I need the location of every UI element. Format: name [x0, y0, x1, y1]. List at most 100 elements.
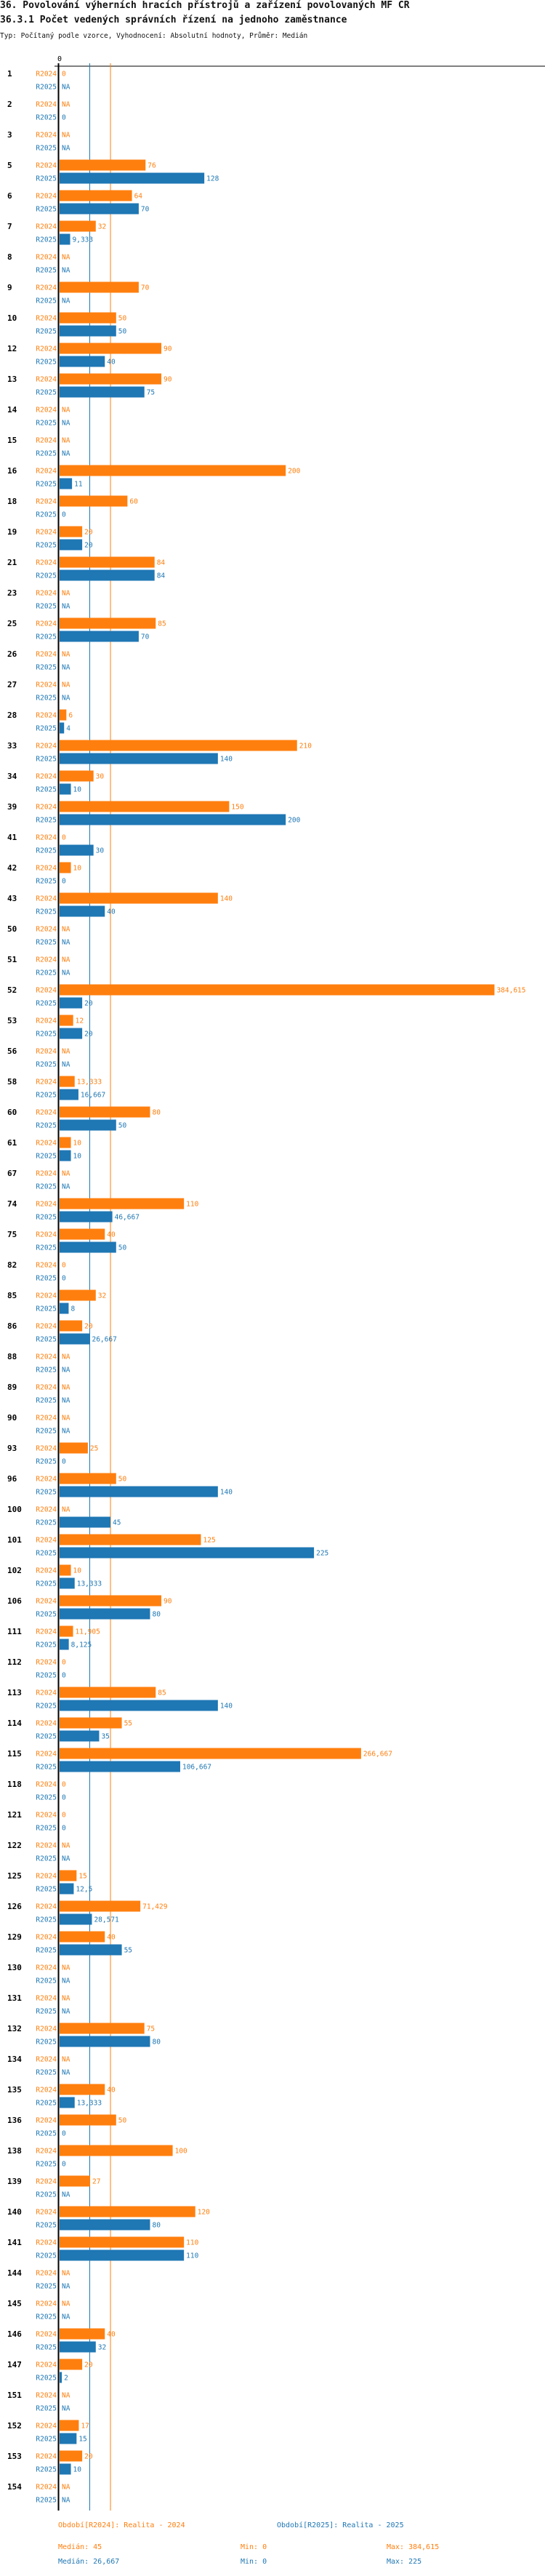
category-label: 152	[7, 2421, 22, 2431]
category-label: 114	[7, 1719, 22, 1728]
series-label-r2024: R2024	[36, 2300, 57, 2308]
bar-r2025	[60, 1883, 74, 1895]
data-label: 11,905	[76, 1628, 100, 1636]
series-label-r2024: R2024	[36, 1109, 57, 1117]
data-label: 0	[62, 1812, 66, 1820]
category-label: 130	[7, 1963, 22, 1972]
data-label: NA	[62, 1397, 70, 1405]
category-label: 88	[7, 1352, 17, 1361]
data-label: NA	[62, 2069, 70, 2077]
series-label-r2024: R2024	[36, 71, 57, 79]
data-label: 20	[84, 2453, 93, 2461]
category-label: 134	[7, 2055, 22, 2064]
data-label: NA	[62, 1506, 70, 1514]
category-label: 145	[7, 2299, 22, 2308]
data-label: 150	[231, 804, 243, 812]
bar-r2025	[60, 1119, 116, 1131]
data-label: NA	[62, 1415, 70, 1423]
bar-r2024	[60, 373, 162, 385]
category-label: 25	[7, 619, 17, 628]
series-label-r2025: R2025	[36, 206, 57, 214]
bar-r2024	[60, 281, 139, 293]
data-label: 13,333	[77, 1079, 102, 1087]
category-label: 132	[7, 2024, 22, 2033]
data-label: NA	[62, 2283, 70, 2291]
series-label-r2025: R2025	[36, 633, 57, 641]
bar-r2025	[60, 478, 73, 489]
data-label: NA	[62, 969, 70, 977]
data-label: NA	[62, 1842, 70, 1850]
category-label: 16	[7, 466, 17, 476]
series-label-r2024: R2024	[36, 1384, 57, 1392]
data-label: 15	[78, 2436, 86, 2444]
series-label-r2025: R2025	[36, 542, 57, 550]
data-label: 70	[141, 633, 150, 641]
data-label: NA	[62, 101, 70, 109]
bar-r2024	[60, 1687, 156, 1698]
bar-r2024	[60, 2236, 185, 2248]
bar-r2025	[60, 1516, 111, 1528]
series-label-r2024: R2024	[36, 2056, 57, 2064]
data-label: 200	[288, 468, 300, 476]
data-label: NA	[62, 939, 70, 947]
series-label-r2025: R2025	[36, 1550, 57, 1558]
data-label: 40	[107, 2331, 116, 2339]
data-label: NA	[62, 450, 70, 458]
category-label: 122	[7, 1841, 22, 1850]
data-label: 110	[186, 1201, 198, 1209]
series-label-r2024: R2024	[36, 345, 57, 353]
series-label-r2025: R2025	[36, 2466, 57, 2474]
series-label-r2025: R2025	[36, 2375, 57, 2383]
category-label: 106	[7, 1596, 22, 1606]
series-label-r2025: R2025	[36, 2252, 57, 2260]
category-label: 27	[7, 680, 17, 689]
data-label: NA	[62, 956, 70, 964]
category-label: 41	[7, 833, 17, 842]
data-label: NA	[62, 1995, 70, 2003]
category-label: 51	[7, 955, 17, 964]
series-label-r2024: R2024	[36, 1964, 57, 1972]
series-label-r2025: R2025	[36, 1641, 57, 1649]
bar-r2024	[60, 1228, 105, 1240]
series-label-r2025: R2025	[36, 1886, 57, 1894]
bar-r2024	[60, 2450, 83, 2462]
data-label: 50	[118, 1122, 127, 1130]
category-label: 153	[7, 2452, 22, 2461]
bar-r2025	[60, 1577, 75, 1589]
bar-r2025	[60, 844, 94, 856]
series-label-r2025: R2025	[36, 1611, 57, 1619]
series-label-r2024: R2024	[36, 468, 57, 476]
category-label: 154	[7, 2482, 22, 2492]
bar-r2024	[60, 709, 67, 721]
data-label: 110	[186, 2239, 198, 2247]
data-label: NA	[62, 297, 70, 305]
data-label: 32	[98, 2344, 106, 2352]
bar-r2025	[60, 2036, 150, 2047]
series-label-r2025: R2025	[36, 2222, 57, 2230]
bar-r2024	[60, 770, 94, 782]
data-label: 45	[113, 1519, 121, 1527]
data-label: 75	[147, 389, 155, 397]
data-label: 75	[147, 2025, 155, 2033]
series-label-r2024: R2024	[36, 2331, 57, 2339]
series-label-r2024: R2024	[36, 1689, 57, 1697]
data-label: 10	[73, 2466, 82, 2474]
data-label: 20	[84, 1031, 93, 1039]
series-label-r2024: R2024	[36, 1934, 57, 1942]
category-label: 129	[7, 1932, 22, 1942]
data-label: 70	[141, 284, 150, 292]
bar-r2024	[60, 1748, 361, 1759]
series-label-r2025: R2025	[36, 1947, 57, 1955]
data-label: NA	[62, 1353, 70, 1361]
bar-r2025	[60, 722, 65, 734]
data-label: 40	[107, 2087, 116, 2095]
bar-r2024	[60, 2175, 91, 2187]
series-label-r2025: R2025	[36, 450, 57, 458]
series-label-r2025: R2025	[36, 1733, 57, 1741]
data-label: NA	[62, 132, 70, 140]
bar-r2024	[60, 862, 71, 873]
series-label-r2024: R2024	[36, 2148, 57, 2156]
bar-r2025	[60, 997, 83, 1009]
category-label: 26	[7, 649, 17, 659]
series-label-r2024: R2024	[36, 1231, 57, 1239]
